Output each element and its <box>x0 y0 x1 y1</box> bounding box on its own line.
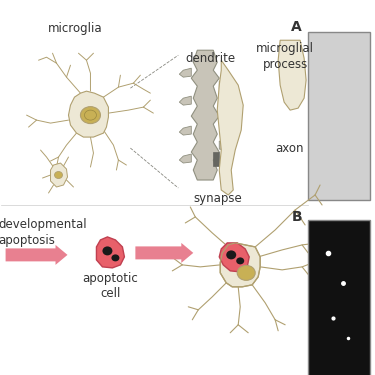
Bar <box>308 32 370 200</box>
Polygon shape <box>179 154 191 163</box>
Polygon shape <box>179 126 191 135</box>
Ellipse shape <box>236 257 244 264</box>
Polygon shape <box>219 81 231 90</box>
Polygon shape <box>217 60 243 195</box>
Ellipse shape <box>102 246 112 255</box>
Polygon shape <box>219 111 231 120</box>
Ellipse shape <box>226 251 236 260</box>
Text: apoptotic
cell: apoptotic cell <box>82 272 138 300</box>
Text: microglial
process: microglial process <box>256 42 314 71</box>
Polygon shape <box>219 141 231 150</box>
Text: B: B <box>291 210 302 224</box>
Polygon shape <box>191 50 219 180</box>
Polygon shape <box>278 40 306 110</box>
FancyArrow shape <box>6 245 68 265</box>
Polygon shape <box>219 243 249 272</box>
Polygon shape <box>179 96 191 105</box>
Polygon shape <box>69 91 108 137</box>
Polygon shape <box>213 152 219 166</box>
Text: A: A <box>291 20 302 34</box>
Polygon shape <box>51 163 68 187</box>
FancyArrow shape <box>135 243 193 263</box>
Text: axon: axon <box>275 142 304 154</box>
Ellipse shape <box>54 171 63 178</box>
Bar <box>308 220 370 375</box>
Text: dendrite: dendrite <box>185 52 236 65</box>
Ellipse shape <box>237 266 255 280</box>
Ellipse shape <box>111 254 119 261</box>
Text: developmental
apoptosis: developmental apoptosis <box>0 218 87 247</box>
Ellipse shape <box>81 106 100 124</box>
Polygon shape <box>220 243 260 287</box>
Text: synapse: synapse <box>194 192 243 205</box>
Polygon shape <box>179 68 191 77</box>
Polygon shape <box>96 237 124 268</box>
Text: microglia: microglia <box>48 22 103 35</box>
